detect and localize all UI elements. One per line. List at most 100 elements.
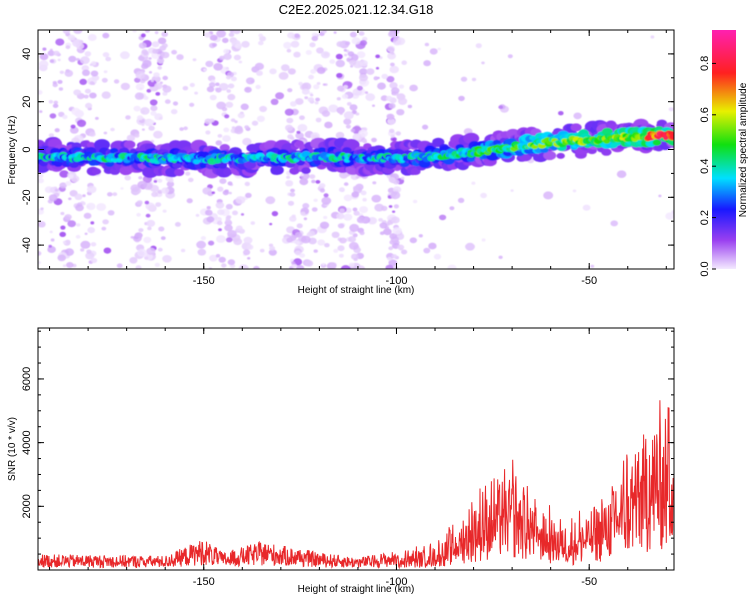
spectrogram-speckle <box>182 86 189 91</box>
spectrogram-speckle <box>73 89 82 96</box>
spectrogram-speckle <box>437 47 442 51</box>
spectrogram-speckle <box>287 68 296 75</box>
spectrogram-speckle <box>144 200 150 205</box>
spectrogram-speckle <box>238 264 249 269</box>
spectrogram-speckle <box>223 127 230 133</box>
colorbar-tick-label: 0.4 <box>699 159 711 174</box>
spectrogram-speckle <box>80 248 85 252</box>
spectrogram-speckle <box>246 244 254 250</box>
spectrogram-speckle <box>348 56 352 59</box>
spectrogram-speckle <box>62 30 71 34</box>
spectrogram-speckle <box>141 49 148 55</box>
spectrogram-speckle <box>665 212 674 220</box>
spectrogram-speckle <box>40 207 44 211</box>
spectrogram-speckle <box>303 217 308 221</box>
spectrogram-speckle <box>350 128 356 133</box>
spectrogram-speckle <box>42 47 47 51</box>
spectrogram-speckle <box>359 68 368 75</box>
spectrogram-ridge-cell <box>432 137 445 147</box>
spectrogram-speckle <box>286 175 291 179</box>
spectrogram-speckle <box>224 224 233 232</box>
spectrogram-speckle <box>195 213 200 217</box>
spectrogram-speckle <box>400 176 405 180</box>
spectrogram-speckle <box>296 265 305 269</box>
spectrogram-speckle <box>225 237 233 243</box>
colorbar: 0.0 0.2 0.4 0.6 0.8 Normalized spectral ampl… <box>699 30 749 277</box>
spectrogram-speckle <box>650 35 655 39</box>
spectrogram-speckle <box>352 207 358 212</box>
spectrogram-speckle <box>234 43 242 49</box>
spectrogram-speckle <box>301 88 310 95</box>
spectrogram-speckle <box>471 181 476 185</box>
spectrogram-speckle <box>498 255 503 259</box>
spectrogram-speckle <box>140 33 146 38</box>
spectrogram-speckle <box>372 104 375 107</box>
spectrogram-speckle <box>85 252 95 260</box>
spectrogram-speckle <box>73 30 83 34</box>
spectrogram-speckle <box>289 192 296 197</box>
spectrogram-speckle <box>385 264 394 269</box>
spectrogram-speckle <box>172 101 179 106</box>
spectrogram-speckle <box>223 53 232 60</box>
spectrogram-speckle <box>244 125 250 129</box>
spectrogram-speckle <box>390 191 401 200</box>
spectrogram-speckle <box>171 49 178 55</box>
spectrogram-speckle <box>460 76 468 82</box>
spectrogram-speckle <box>103 131 108 135</box>
spectrogram-speckle <box>329 262 337 268</box>
spectrogram-speckle <box>390 62 395 67</box>
spectrogram-speckle <box>105 56 112 62</box>
spectrogram-speckle <box>300 235 311 244</box>
spectrogram-speckle <box>150 105 158 112</box>
spectrogram-speckle <box>424 42 430 47</box>
spectrogram-speckle <box>422 124 429 130</box>
spectrogram-speckle <box>147 226 152 231</box>
spectrogram-speckle <box>300 173 304 177</box>
spectrogram-speckle <box>120 82 130 91</box>
spectrogram-speckle <box>310 93 314 97</box>
spectrogram-speckle <box>62 114 68 120</box>
spectrogram-speckle <box>439 214 447 221</box>
spectrogram-speckle <box>291 263 297 269</box>
spectrogram-speckle <box>375 54 381 59</box>
spectrogram-speckle <box>287 134 294 140</box>
spectrogram-speckle <box>299 253 306 258</box>
spectrogram-speckle <box>103 247 112 254</box>
spectrogram-speckle <box>510 189 514 192</box>
spectrogram-speckle <box>359 74 368 82</box>
spectrogram-speckle <box>90 70 99 77</box>
spectrogram-speckle <box>301 82 312 91</box>
spectrogram-speckle <box>247 257 251 260</box>
spectrogram-speckle <box>39 53 49 61</box>
spectrogram-speckle <box>164 99 171 104</box>
spectrogram-speckle <box>235 196 246 204</box>
spectrogram-speckle <box>157 189 163 194</box>
spectrogram-speckle <box>38 261 42 265</box>
spectrogram-speckle <box>212 42 217 47</box>
spectrogram-speckle <box>324 121 333 129</box>
spectrogram-speckle <box>291 214 296 218</box>
spectrogram-speckle <box>67 174 74 179</box>
spectrogram-speckle <box>321 110 331 117</box>
spectrogram-speckle <box>356 51 366 59</box>
spectrogram-speckle <box>59 231 66 237</box>
y-tick-label: 2000 <box>21 494 33 518</box>
spectrogram-speckle <box>343 53 348 57</box>
spectrogram-speckle <box>161 43 168 49</box>
snr-series-line <box>38 400 674 570</box>
spectrogram-speckle <box>137 180 148 189</box>
spectrogram-speckle <box>216 235 226 243</box>
spectrogram-speckle <box>209 118 215 123</box>
spectrogram-speckle <box>296 130 301 134</box>
colorbar-tick-label: 0.0 <box>699 261 711 276</box>
spectrogram-speckle <box>157 247 163 252</box>
spectrogram-speckle <box>125 115 131 120</box>
spectrogram-speckle <box>315 117 322 123</box>
spectrogram-speckle <box>130 236 134 239</box>
spectrogram-speckle <box>147 79 157 87</box>
spectrogram-speckle <box>356 85 363 91</box>
spectrogram-speckle <box>155 202 162 208</box>
spectrogram-speckle <box>49 113 57 119</box>
spectrogram-speckle <box>433 253 442 260</box>
spectrogram-speckle <box>418 234 423 238</box>
